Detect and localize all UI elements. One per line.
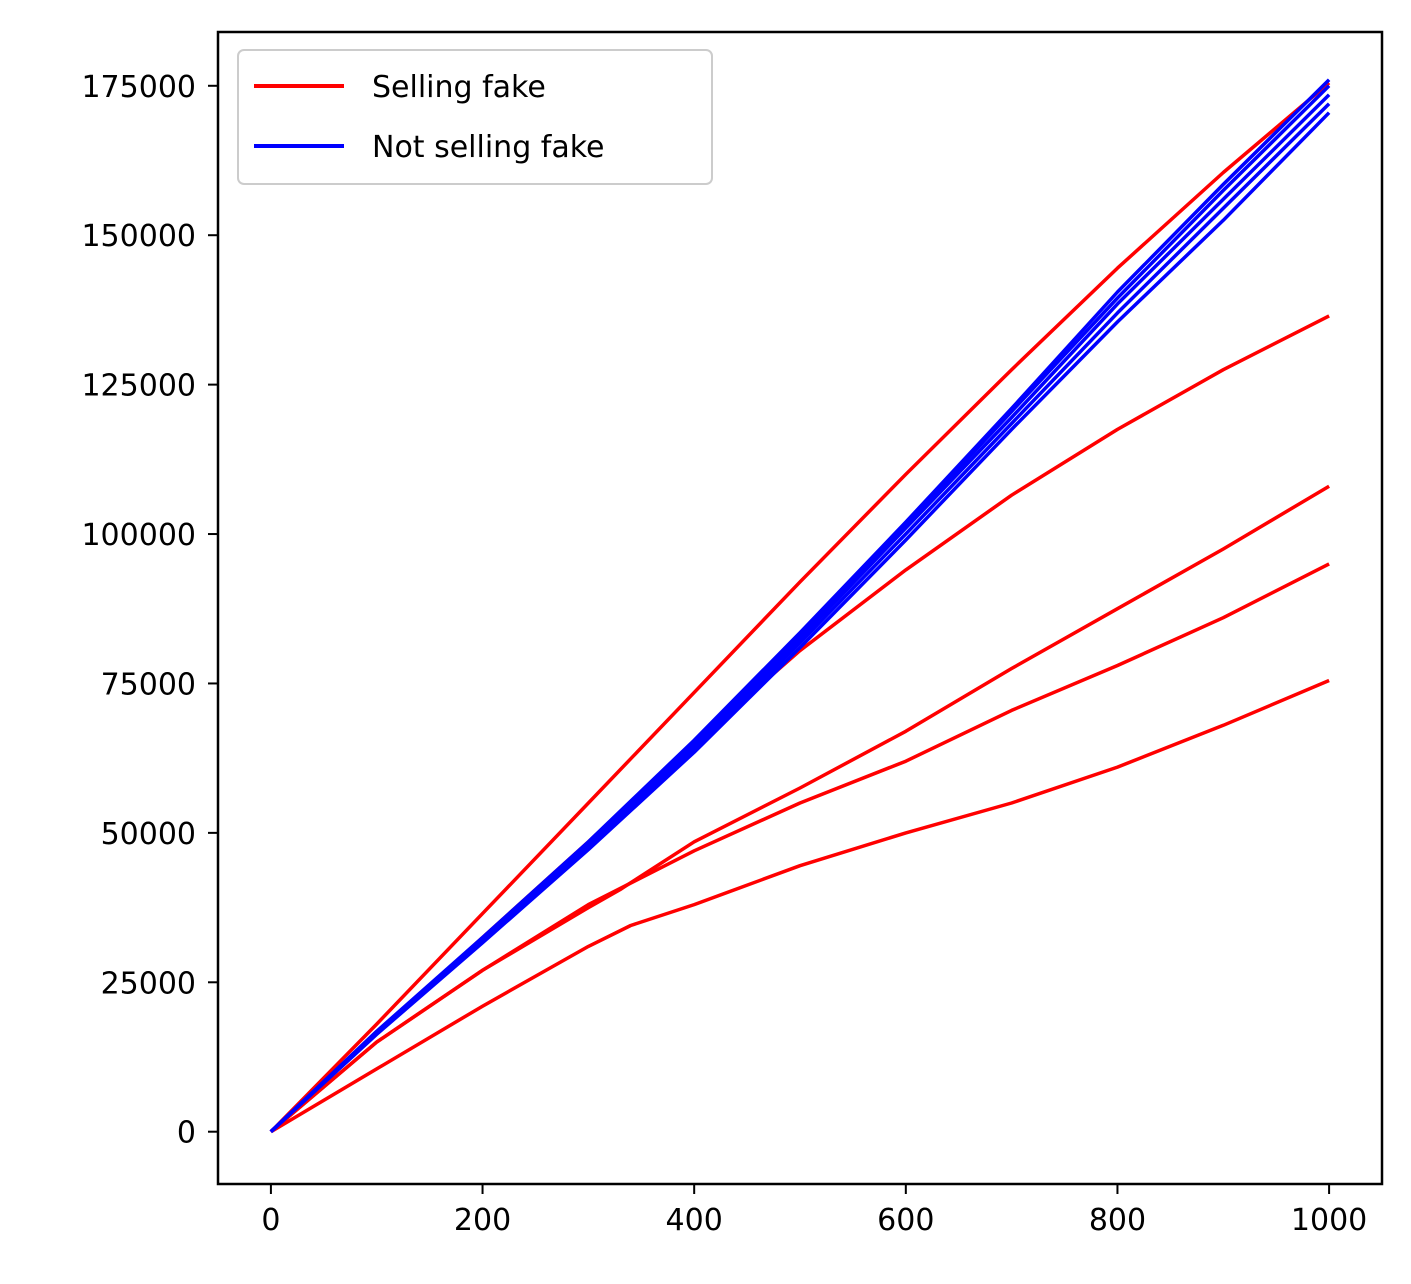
legend-box [237,49,713,185]
x-tick-label: 1000 [1291,1203,1367,1238]
series-line-3 [269,562,1330,1134]
x-tick-label: 0 [261,1203,280,1238]
series-line-9 [269,111,1331,1133]
y-tick-label: 75000 [101,667,196,702]
y-axis: 0 25000 50000 75000 100000 125000 150000 175000 [81,70,218,1151]
y-tick-label: 25000 [101,966,196,1001]
y-tick-label: 150000 [81,219,196,254]
legend-label-not-selling-fake: Not selling fake [372,130,605,165]
x-tick-label: 800 [1089,1203,1146,1238]
series-line-4 [270,678,1330,1134]
x-tick-label: 600 [877,1203,934,1238]
legend: Selling fake Not selling fake [237,49,713,185]
y-tick-label: 125000 [81,369,196,404]
plot-frame [216,30,1384,1186]
y-tick-label: 100000 [81,518,196,553]
series-line-0 [269,81,1331,1133]
x-tick-label: 200 [454,1203,511,1238]
y-tick-label: 50000 [101,817,196,852]
y-tick-label: 175000 [81,70,196,105]
series-layer [269,78,1331,1134]
y-tick-label: 0 [177,1116,196,1151]
x-tick-label: 400 [666,1203,723,1238]
legend-label-selling-fake: Selling fake [372,70,546,105]
x-axis: 0 200 400 600 800 1000 [261,1184,1367,1238]
